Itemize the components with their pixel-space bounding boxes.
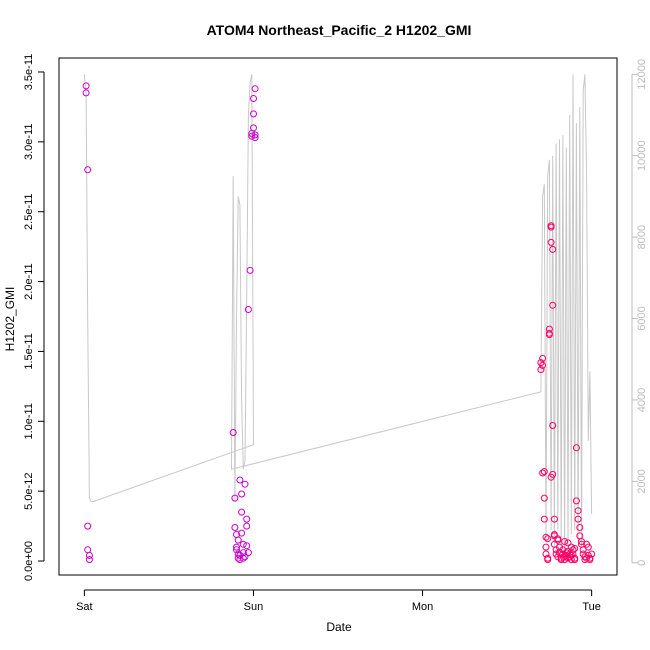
plot-frame	[58, 57, 618, 576]
data-point	[544, 556, 552, 564]
data-point	[550, 515, 558, 523]
data-point	[84, 166, 92, 174]
data-point	[588, 550, 596, 558]
data-point	[251, 85, 259, 93]
data-point	[239, 540, 247, 548]
data-point	[238, 529, 246, 537]
data-point	[576, 524, 584, 531]
data-point	[236, 476, 244, 484]
y2-tick-label: 12000	[636, 59, 648, 90]
data-point	[250, 95, 257, 102]
data-point	[545, 331, 553, 339]
data-point	[243, 515, 251, 523]
data-point	[238, 508, 246, 516]
y-tick-label: 1.5e-11	[23, 333, 35, 370]
data-point	[542, 533, 550, 541]
data-point	[584, 543, 592, 551]
data-point	[233, 546, 240, 554]
y2-tick-label: 0	[636, 560, 648, 566]
y-tick-label: 2.5e-11	[23, 193, 35, 230]
data-point	[84, 522, 92, 530]
data-point	[564, 539, 572, 547]
data-point	[539, 354, 547, 362]
y-axis-label: H1202_GMI	[3, 287, 17, 352]
x-axis-label: Date	[326, 620, 352, 634]
data-point	[229, 429, 237, 436]
axes: Sat Sun Mon Tue 0.0e+00 5.0e-12 1.0e-11 1.5e-11…	[23, 54, 648, 613]
data-point	[561, 538, 569, 545]
data-point	[234, 536, 242, 544]
data-point	[231, 524, 239, 531]
data-point	[250, 110, 257, 118]
data-point	[561, 553, 569, 561]
data-point	[581, 556, 589, 564]
data-point	[549, 422, 557, 429]
data-point	[549, 301, 557, 309]
y2-tick-label: 2000	[636, 469, 648, 493]
data-point	[243, 542, 251, 550]
y2-tick-label: 10000	[636, 140, 648, 171]
x-tick-label: Sat	[76, 601, 93, 613]
plot-area	[82, 74, 596, 564]
data-point	[542, 543, 550, 551]
data-point	[246, 266, 254, 274]
data-point	[571, 545, 579, 552]
data-point	[238, 490, 246, 498]
data-point	[231, 494, 239, 502]
data-point	[547, 223, 555, 231]
data-point	[571, 556, 579, 564]
data-point	[567, 543, 575, 551]
data-point	[544, 535, 552, 543]
data-point	[243, 522, 251, 530]
y-tick-label: 2.0e-11	[23, 263, 35, 300]
data-point	[539, 469, 547, 477]
data-point	[251, 134, 259, 142]
data-point	[540, 468, 548, 476]
data-point	[250, 124, 257, 132]
x-tick-label: Mon	[412, 601, 433, 613]
data-point	[241, 553, 249, 561]
y-tick-label: 0.0e+00	[23, 541, 35, 581]
x-tick-label: Tue	[582, 601, 601, 613]
data-point	[540, 515, 548, 523]
chart-title: ATOM4 Northeast_Pacific_2 H1202_GMI	[207, 22, 472, 38]
data-point	[574, 507, 582, 515]
data-point	[85, 551, 93, 559]
y-tick-label: 5.0e-12	[23, 473, 35, 510]
data-point	[549, 245, 557, 253]
data-point	[540, 494, 548, 502]
data-point	[244, 549, 252, 557]
x-tick-label: Sun	[244, 601, 264, 613]
y2-tick-label: 4000	[636, 388, 648, 412]
data-point	[537, 366, 545, 374]
data-point	[574, 515, 582, 523]
data-point	[251, 131, 259, 139]
data-point	[82, 89, 90, 97]
data-point	[239, 554, 247, 562]
series-line-0	[83, 74, 593, 555]
data-point	[82, 82, 90, 90]
y-tick-label: 1.0e-11	[23, 403, 35, 440]
y2-tick-label: 8000	[636, 225, 648, 249]
data-point	[241, 480, 249, 488]
data-point	[572, 444, 580, 452]
data-point	[550, 531, 558, 538]
data-point	[572, 497, 580, 505]
y-tick-label: 3.0e-11	[23, 124, 35, 161]
data-point	[233, 543, 240, 551]
data-point	[539, 361, 547, 369]
data-point	[554, 535, 562, 543]
data-point	[244, 306, 252, 313]
y2-tick-label: 6000	[636, 306, 648, 330]
y-tick-label: 3.5e-11	[23, 54, 35, 91]
data-point	[547, 238, 555, 246]
data-point	[84, 546, 92, 554]
data-point	[85, 556, 93, 564]
data-point	[547, 473, 555, 481]
data-point	[561, 556, 569, 564]
data-point	[248, 132, 256, 140]
